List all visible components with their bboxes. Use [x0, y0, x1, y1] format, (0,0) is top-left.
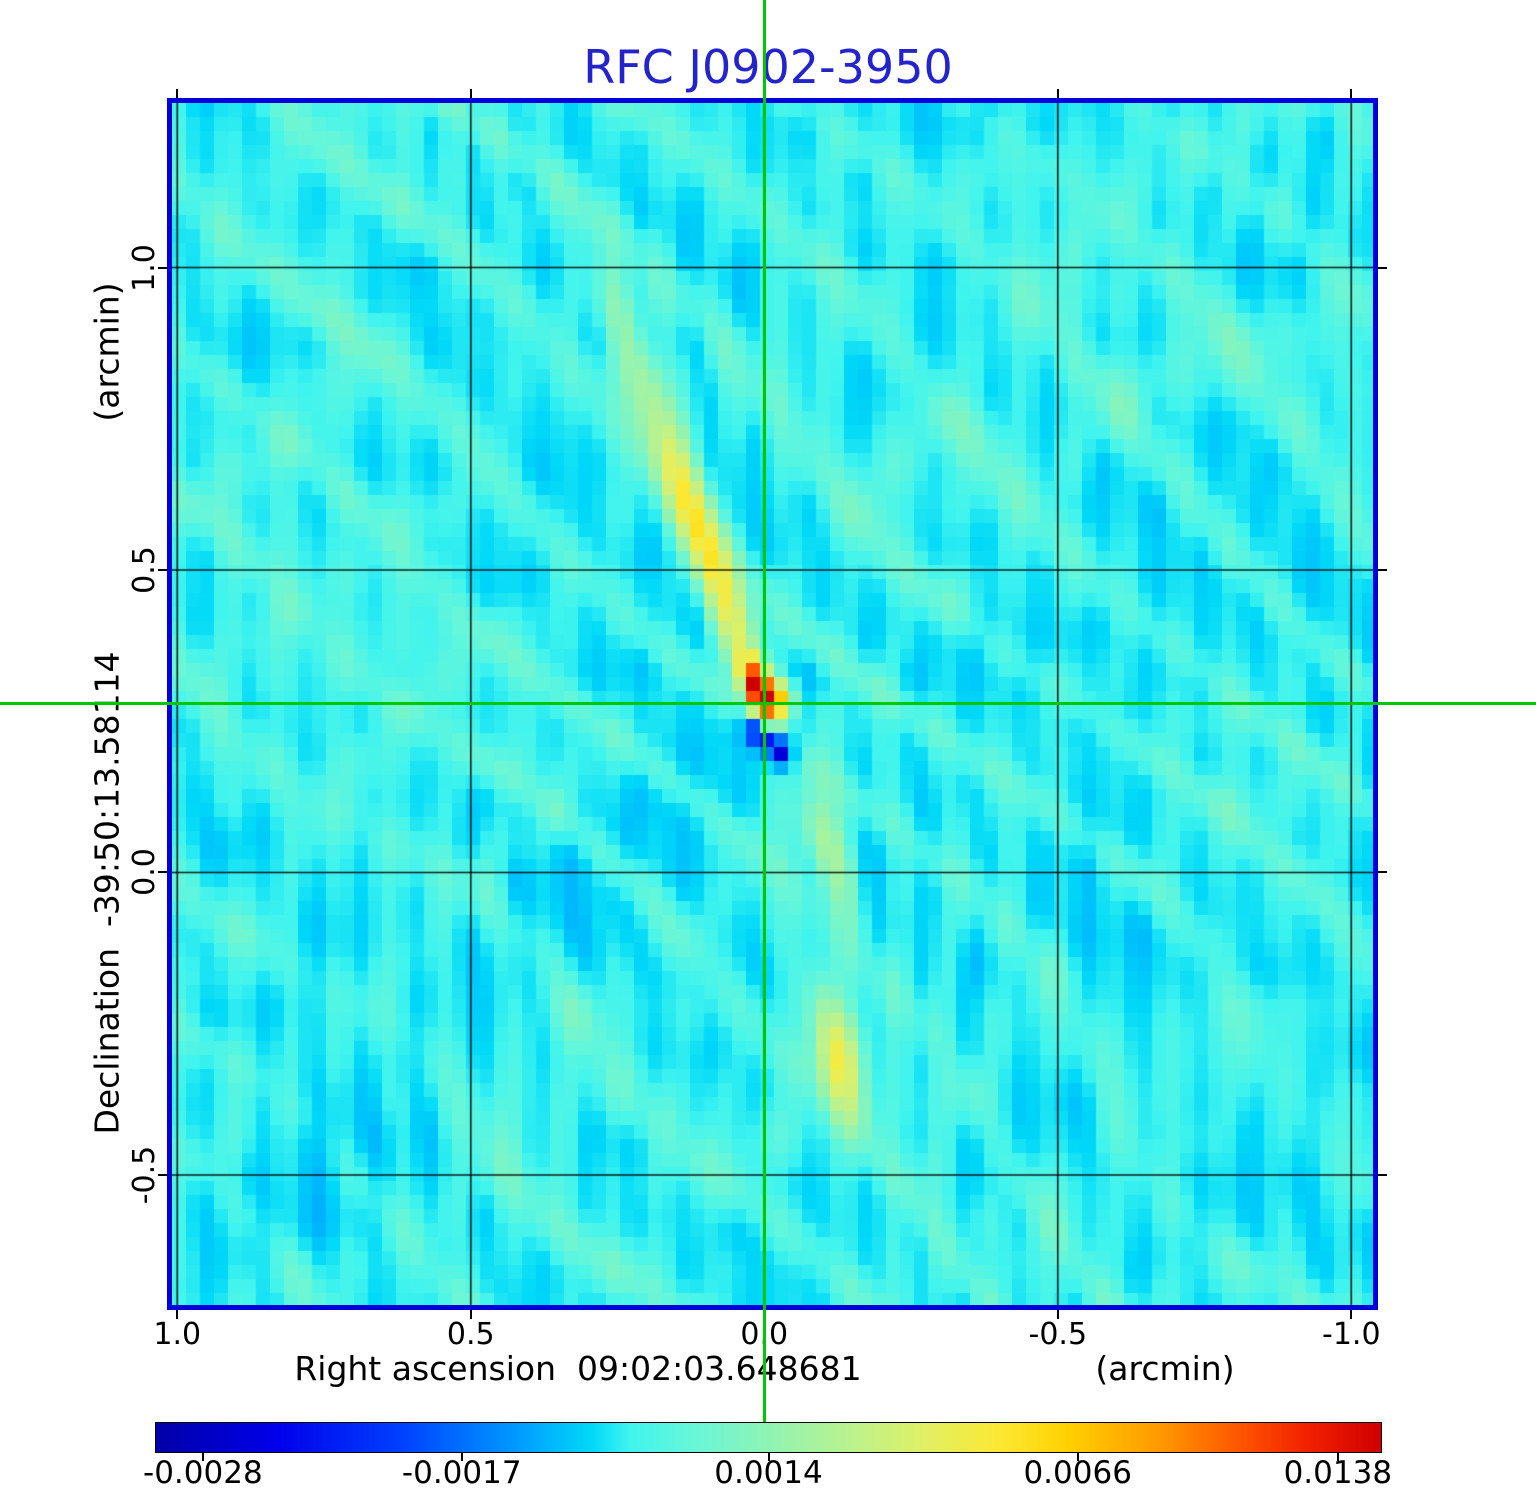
y-axis-tick-mark	[158, 266, 167, 269]
x-axis-tick-label: -1.0	[1321, 1317, 1381, 1352]
colorbar-tick-mark	[1076, 1453, 1079, 1461]
x-axis-tick-label: -0.5	[1028, 1317, 1088, 1352]
x-axis-tick-mark	[1350, 1310, 1353, 1319]
y-axis-tick-mark	[158, 1173, 167, 1176]
y-axis-tick-label: 1.0	[127, 243, 162, 292]
y-axis-tick-mark	[1378, 1173, 1387, 1176]
y-axis-title: Declination -39:50:13.58114	[87, 651, 127, 1135]
y-axis-tick-mark	[1378, 569, 1387, 571]
y-axis-tick-mark	[158, 871, 167, 874]
y-axis-tick-mark	[1378, 266, 1387, 269]
x-axis-tick-label: 1.0	[153, 1317, 202, 1352]
x-axis-tick-mark	[1350, 89, 1353, 98]
y-axis-tick-label: 0.5	[127, 546, 162, 594]
x-axis-tick-label: 0.5	[446, 1317, 495, 1352]
crosshair-horizontal-line	[0, 702, 1536, 705]
crosshair-vertical-line	[763, 0, 766, 1422]
colorbar-gradient	[155, 1422, 1382, 1453]
colorbar-tick-mark	[201, 1453, 204, 1461]
colorbar-tick-mark	[1336, 1453, 1339, 1461]
colorbar-tick-label: 0.0138	[1283, 1455, 1393, 1491]
colorbar-tick-mark	[460, 1453, 463, 1461]
x-axis-tick-mark	[176, 89, 179, 98]
x-axis-tick-mark	[469, 1310, 472, 1319]
x-axis-tick-mark	[1056, 1310, 1059, 1319]
y-axis-tick-label: -0.5	[127, 1145, 162, 1205]
colorbar-tick-label: -0.0028	[143, 1455, 263, 1491]
colorbar-tick-label: -0.0017	[401, 1455, 522, 1491]
y-axis-unit-label: (arcmin)	[87, 282, 127, 422]
x-axis-tick-mark	[176, 1310, 179, 1319]
plot-title: RFC J0902-3950	[583, 40, 953, 94]
x-axis-unit-label: (arcmin)	[1095, 1349, 1235, 1388]
y-axis-tick-mark	[1378, 871, 1387, 874]
y-axis-tick-mark	[158, 569, 167, 571]
x-axis-title: Right ascension 09:02:03.648681	[294, 1349, 862, 1388]
y-axis-tick-label: 0.0	[127, 848, 162, 897]
x-axis-tick-mark	[469, 89, 472, 98]
colorbar-tick-label: 0.0066	[1023, 1455, 1132, 1491]
x-axis-tick-mark	[1056, 89, 1059, 98]
colorbar-tick-mark	[767, 1453, 770, 1461]
colorbar-tick-label: 0.0014	[714, 1455, 823, 1491]
